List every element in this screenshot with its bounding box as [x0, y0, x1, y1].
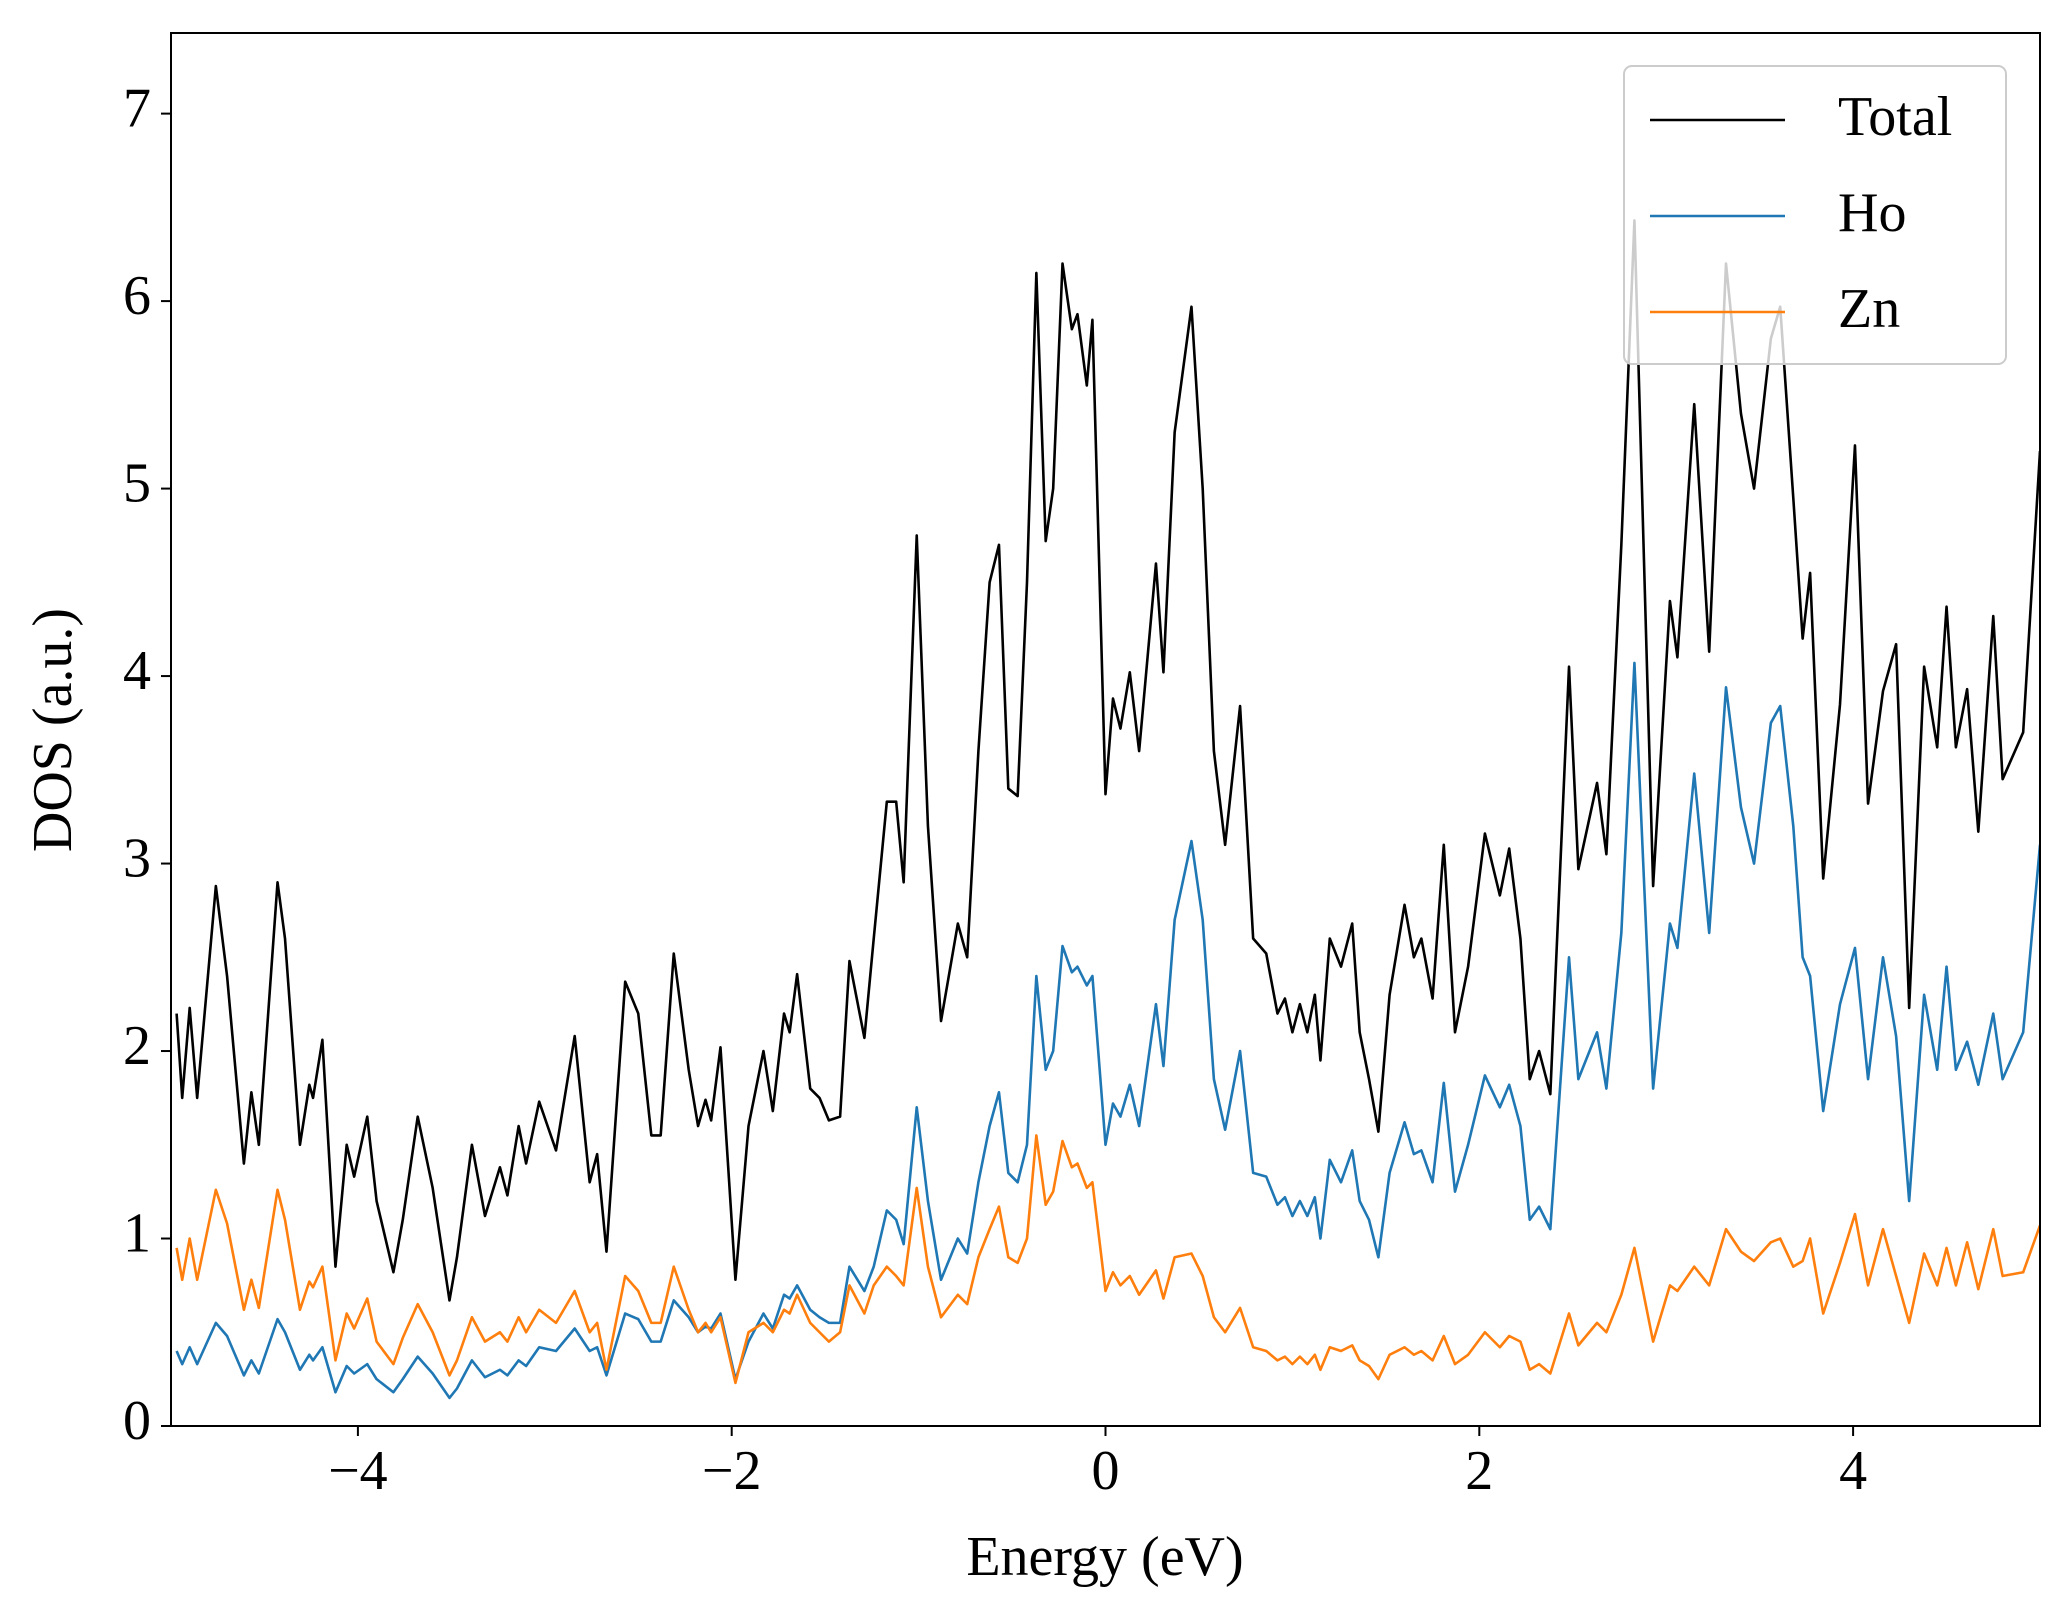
x-tick-label: 2: [1465, 1440, 1493, 1502]
y-tick-label: 4: [123, 640, 151, 702]
x-tick-label: −4: [328, 1440, 388, 1502]
y-tick-label: 3: [123, 827, 151, 889]
y-tick-label: 1: [123, 1202, 151, 1264]
x-tick-label: 0: [1092, 1440, 1120, 1502]
legend-label: Ho: [1838, 182, 1906, 244]
series-line: [175, 1134, 2040, 1385]
plot-frame: [170, 32, 2041, 1427]
y-tick-label: 7: [123, 77, 151, 139]
x-tick-label: 4: [1839, 1440, 1867, 1502]
series-line: [175, 219, 2040, 1302]
y-tick-label: 2: [123, 1015, 151, 1077]
y-tick-label: 6: [123, 265, 151, 327]
x-axis-label: Energy (eV): [966, 1526, 1243, 1588]
x-tick-label: −2: [702, 1440, 762, 1502]
legend-label: Total: [1838, 86, 1952, 148]
series-line: [175, 661, 2040, 1400]
y-tick-label: 0: [123, 1390, 151, 1452]
legend-box: [1623, 65, 2007, 365]
y-axis-label: DOS (a.u.): [22, 608, 84, 852]
y-tick-label: 5: [123, 452, 151, 514]
legend-label: Zn: [1838, 278, 1900, 340]
